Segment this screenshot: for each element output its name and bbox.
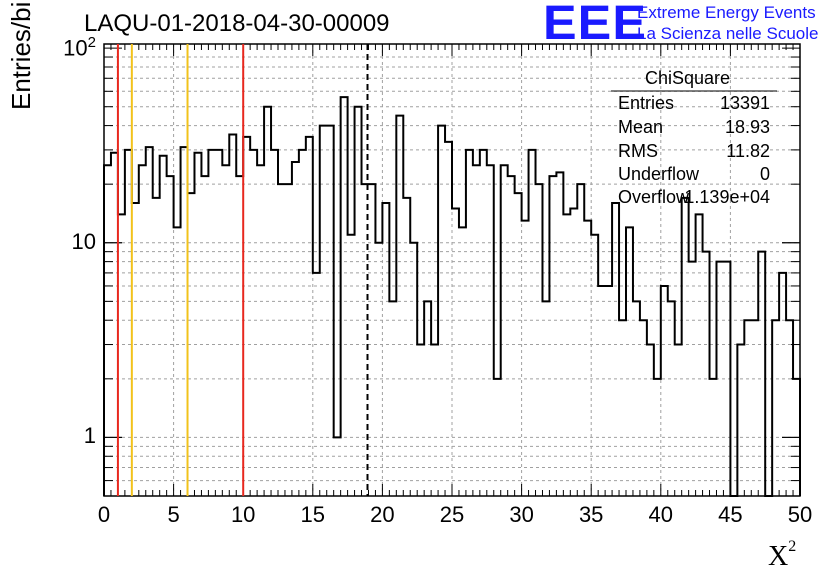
- x-tick-label: 35: [578, 502, 604, 527]
- histogram-line: [103, 96, 801, 497]
- y-tick-label: 102: [63, 34, 96, 61]
- x-tick-label: 20: [370, 502, 395, 527]
- eee-logo: EEE: [543, 0, 647, 50]
- y-tick-label: 10: [71, 228, 96, 254]
- logo-line-1: Extreme Energy Events: [637, 3, 816, 22]
- x-tick-label: 0: [97, 502, 111, 527]
- chart-title: LAQU-01-2018-04-30-00009: [84, 10, 390, 37]
- stat-key-entries: Entries: [618, 93, 675, 113]
- y-tick-label: 1: [83, 423, 96, 449]
- y-axis-label: Entries/bin: [6, 0, 36, 110]
- x-tick-label: 30: [509, 502, 534, 527]
- stat-value-overflow: 1.139e+04: [684, 187, 770, 207]
- logo-line-2: La Scienza nelle Scuole: [637, 24, 819, 43]
- stat-value-rms: 11.82: [726, 141, 770, 161]
- stat-value-entries: 13391: [719, 93, 770, 113]
- stat-value-underflow: 0: [759, 164, 770, 184]
- stat-value-mean: 18.93: [724, 117, 770, 137]
- stat-key-underflow: Underflow: [618, 164, 700, 184]
- stats-title: ChiSquare: [645, 68, 731, 88]
- x-tick-label: 5: [167, 502, 180, 527]
- x-tick-label: 25: [439, 502, 465, 527]
- x-tick-label: 10: [230, 502, 256, 527]
- x-tick-label: 45: [718, 502, 743, 527]
- stat-key-mean: Mean: [618, 117, 664, 137]
- x-tick-label: 50: [787, 502, 813, 527]
- x-tick-label: 15: [300, 502, 326, 527]
- stat-key-rms: RMS: [618, 141, 658, 161]
- x-tick-label: 40: [648, 502, 674, 527]
- x-axis-label: X2: [768, 538, 797, 572]
- stat-key-overflow: Overflow: [618, 187, 690, 207]
